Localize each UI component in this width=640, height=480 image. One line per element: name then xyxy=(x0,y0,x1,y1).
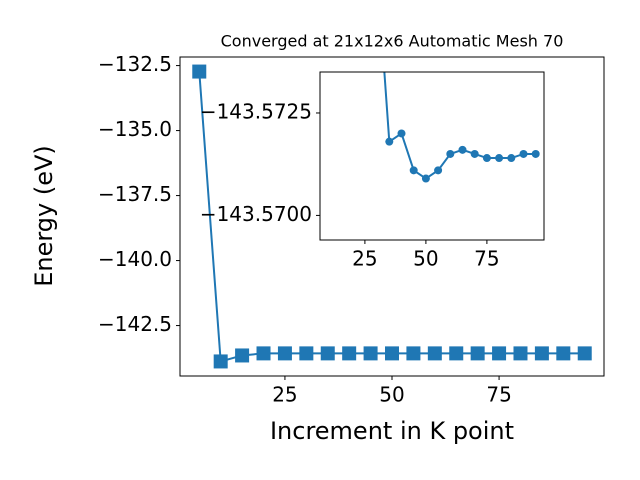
marker xyxy=(409,166,418,175)
y-tick-label: −143.5700 xyxy=(200,202,312,226)
y-tick-label: −135.0 xyxy=(98,117,172,141)
x-tick-label: 25 xyxy=(352,247,377,271)
marker xyxy=(446,149,455,158)
marker xyxy=(482,154,491,163)
marker xyxy=(427,346,442,361)
y-tick-label: −132.5 xyxy=(98,52,172,76)
marker xyxy=(519,149,528,158)
marker xyxy=(513,346,528,361)
marker xyxy=(363,346,378,361)
marker xyxy=(470,346,485,361)
plot-series xyxy=(192,64,592,369)
y-tick-label: −143.5725 xyxy=(200,99,312,123)
marker xyxy=(531,149,540,158)
x-tick-label: 50 xyxy=(379,383,404,407)
marker xyxy=(192,64,207,79)
x-tick-label: 50 xyxy=(413,247,438,271)
y-tick-label: −137.5 xyxy=(98,182,172,206)
y-tick-label: −140.0 xyxy=(98,247,172,271)
marker xyxy=(470,149,479,158)
x-tick-label: 25 xyxy=(272,383,297,407)
marker xyxy=(213,354,228,369)
marker xyxy=(449,346,464,361)
marker xyxy=(495,154,504,163)
marker xyxy=(256,346,271,361)
marker xyxy=(397,129,406,138)
marker xyxy=(299,346,314,361)
marker xyxy=(385,346,399,361)
plot-area xyxy=(320,72,544,240)
marker xyxy=(385,137,394,146)
y-tick-label: −142.5 xyxy=(98,312,172,336)
plot-series xyxy=(383,72,540,183)
marker xyxy=(342,346,357,361)
marker xyxy=(277,346,292,361)
x-tick-label: 75 xyxy=(486,383,511,407)
marker xyxy=(507,154,516,163)
marker xyxy=(434,166,443,175)
marker xyxy=(406,346,421,361)
x-tick-label: 75 xyxy=(474,247,499,271)
y-axis-label: Energy (eV) xyxy=(30,145,58,287)
axes-frame xyxy=(319,71,545,241)
marker xyxy=(235,348,250,363)
marker xyxy=(458,145,467,154)
marker xyxy=(577,346,592,361)
marker xyxy=(534,346,549,361)
marker xyxy=(556,346,571,361)
chart-title: Converged at 21x12x6 Automatic Mesh 70 xyxy=(221,32,564,51)
marker xyxy=(492,346,507,361)
marker xyxy=(421,174,430,183)
x-axis-label: Increment in K point xyxy=(270,417,514,445)
marker xyxy=(320,346,335,361)
